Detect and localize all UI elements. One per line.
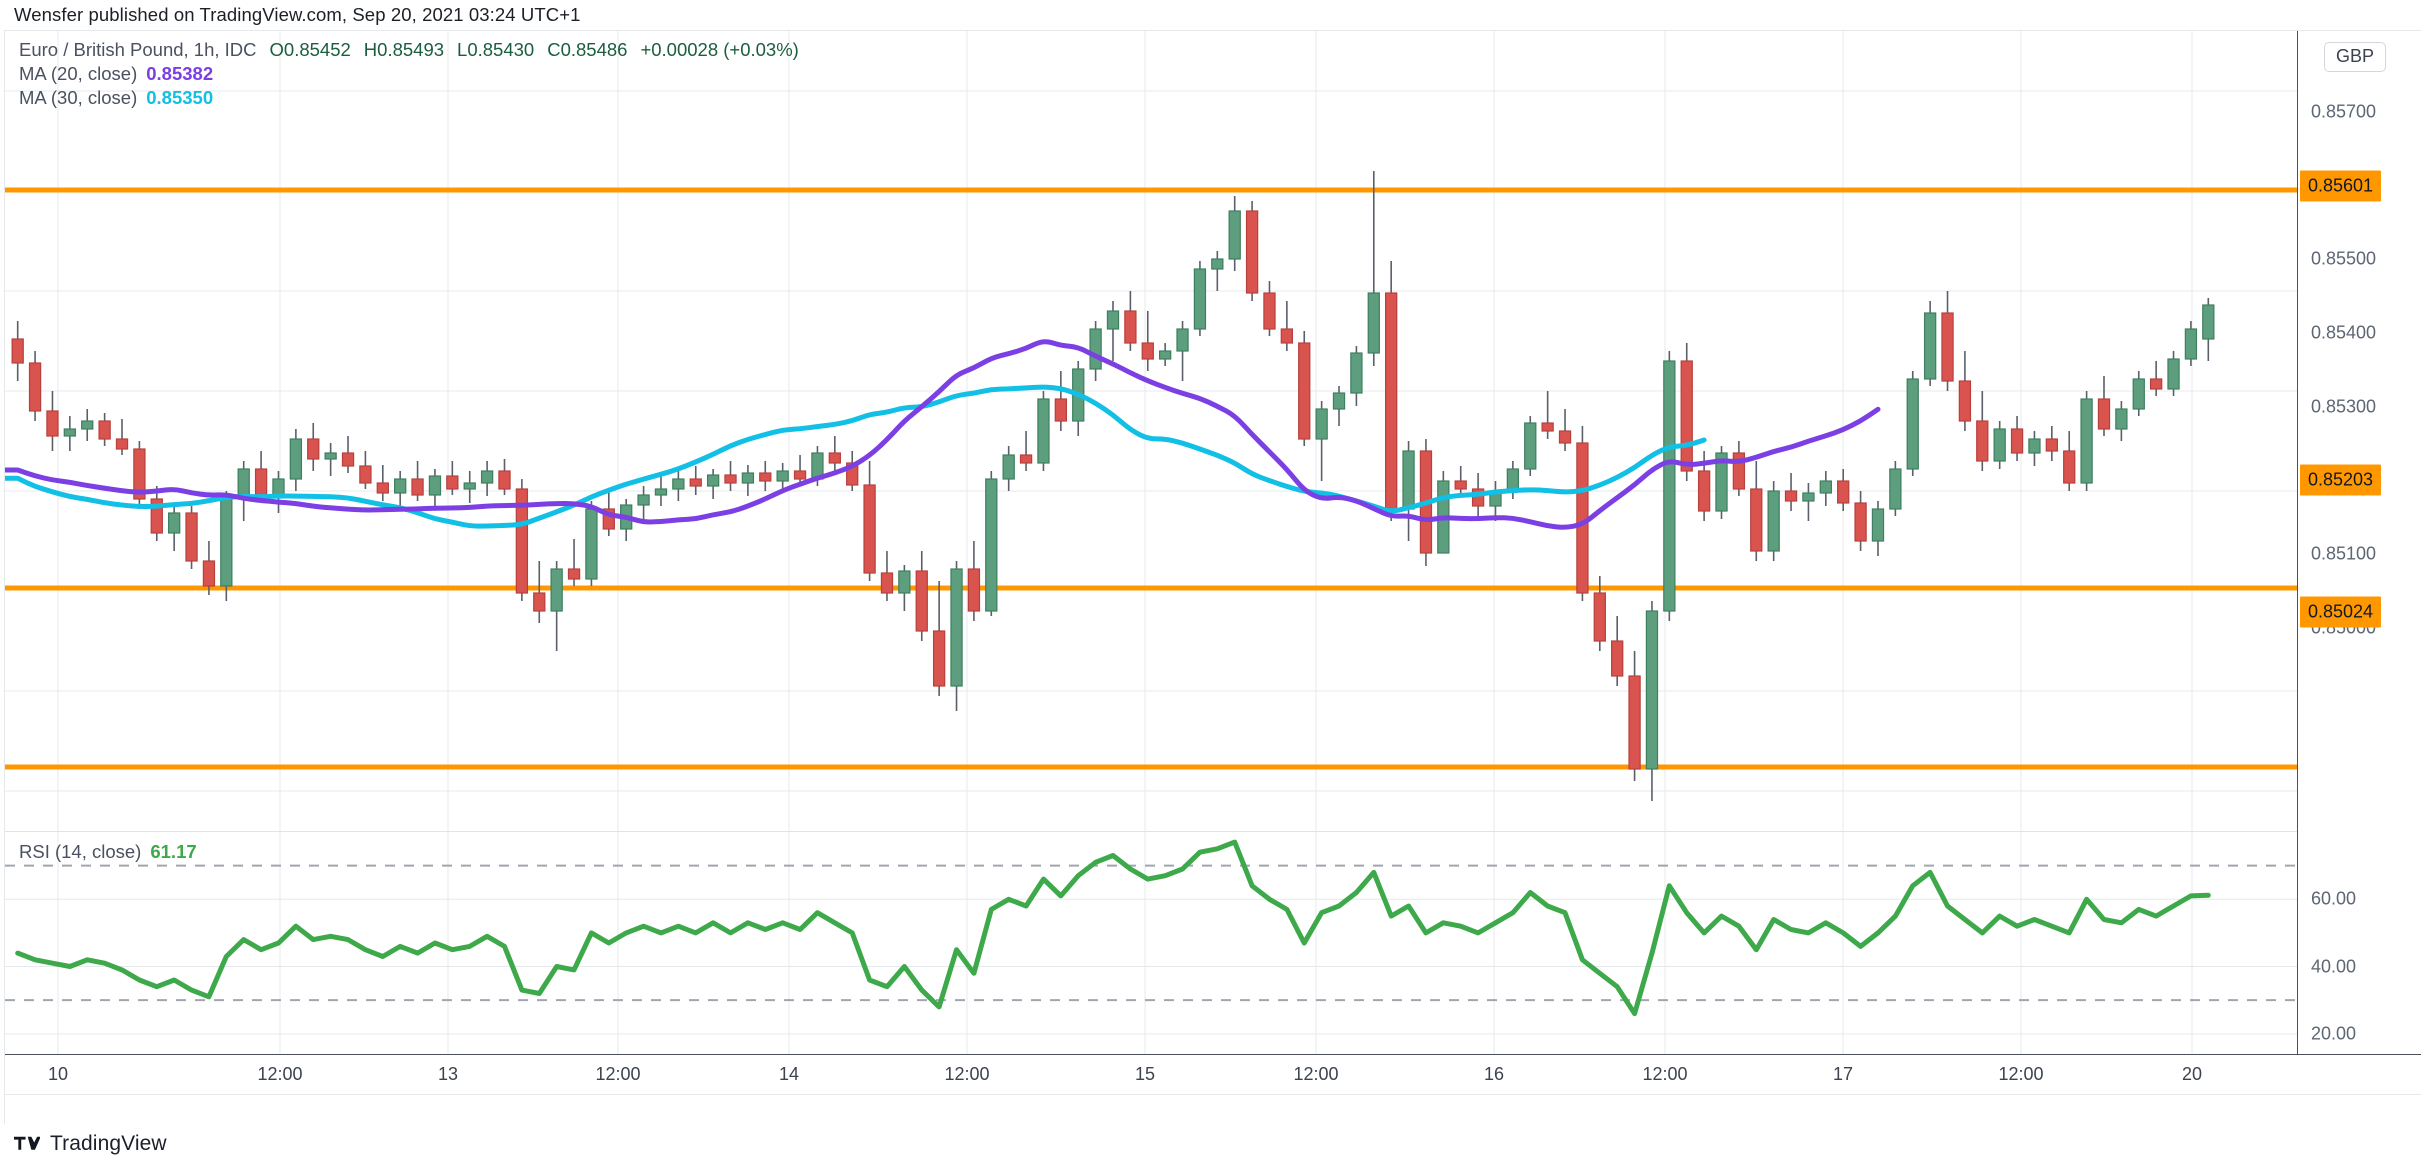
price-level-badge[interactable]: 0.85203 <box>2300 464 2382 496</box>
tradingview-logo-icon <box>14 1135 40 1153</box>
price-axis-tick: 0.85400 <box>2311 322 2377 343</box>
time-axis-tick: 12:00 <box>1293 1064 1339 1084</box>
time-axis-tick: 17 <box>1832 1064 1854 1084</box>
time-axis-baseline <box>5 1094 2421 1095</box>
tradingview-brand-text: TradingView <box>50 1132 167 1155</box>
time-axis-tick: 12:00 <box>1998 1064 2044 1084</box>
price-pane[interactable] <box>5 31 2297 831</box>
time-axis-tick: 12:00 <box>1642 1064 1688 1084</box>
tradingview-footer[interactable]: TradingView <box>14 1132 167 1156</box>
rsi-axis-tick: 40.00 <box>2311 956 2357 977</box>
currency-badge[interactable]: GBP <box>2324 42 2387 72</box>
price-chart-svg <box>5 31 2297 831</box>
time-axis-tick: 10 <box>47 1064 69 1084</box>
time-axis-tick: 13 <box>437 1064 459 1084</box>
chart-frame: Euro / British Pound, 1h, IDC O0.85452 H0… <box>4 30 2421 1124</box>
time-axis-tick: 16 <box>1483 1064 1505 1084</box>
rsi-axis-tick: 20.00 <box>2311 1023 2357 1044</box>
rsi-axis-tick: 60.00 <box>2311 888 2357 909</box>
rsi-pane[interactable] <box>5 832 2297 1054</box>
publisher-text: Wensfer published on TradingView.com, Se… <box>14 4 581 25</box>
time-axis-tick: 12:00 <box>944 1064 990 1084</box>
price-axis-tick: 0.85700 <box>2311 101 2377 122</box>
price-axis-tick: 0.85100 <box>2311 543 2377 564</box>
rsi-chart-svg <box>5 832 2297 1054</box>
time-axis-tick: 14 <box>778 1064 800 1084</box>
time-axis[interactable]: 10 12:00 13 12:00 14 12:00 15 12:00 16 12:00 17 12:… <box>5 1054 2421 1124</box>
pane-divider <box>5 831 2297 832</box>
price-level-badge[interactable]: 0.85601 <box>2300 170 2382 202</box>
time-axis-tick: 20 <box>2181 1064 2203 1084</box>
price-axis-tick: 0.85300 <box>2311 396 2377 417</box>
price-axis[interactable]: GBP 0.85700 0.85500 0.85400 0.85300 0.85100 0… <box>2298 31 2421 1054</box>
time-axis-tick: 12:00 <box>257 1064 303 1084</box>
price-axis-divider <box>2297 31 2298 1054</box>
time-axis-tick: 15 <box>1134 1064 1156 1084</box>
price-level-badge[interactable]: 0.85024 <box>2300 596 2382 628</box>
time-axis-tick: 12:00 <box>595 1064 641 1084</box>
publisher-attribution: Wensfer published on TradingView.com, Se… <box>0 0 2425 30</box>
price-axis-tick: 0.85500 <box>2311 248 2377 269</box>
